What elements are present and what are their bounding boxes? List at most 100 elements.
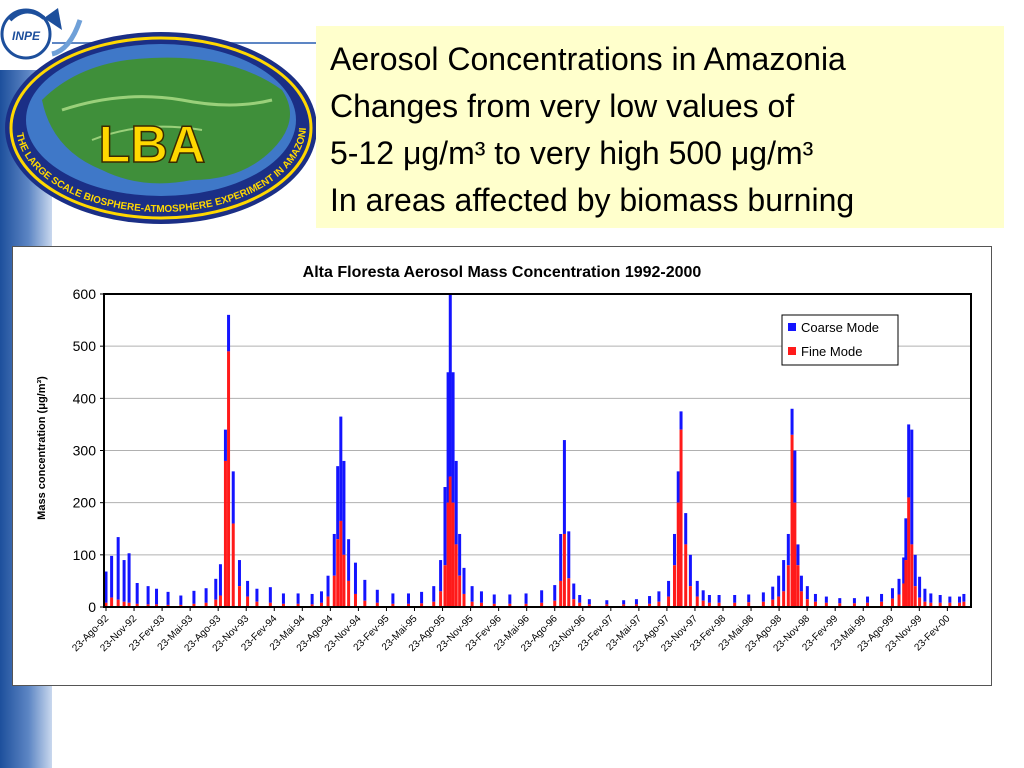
legend: Coarse Mode Fine Mode [781,314,899,366]
bar-fine [326,596,330,607]
y-ticks: 0 100 200 300 400 500 600 [73,286,104,615]
bar-coarse [179,595,183,605]
y-tick-label: 0 [88,599,96,615]
bar-fine [918,597,922,607]
bar-coarse [852,598,856,604]
bar-coarse [508,594,512,604]
bar-fine [793,502,797,607]
bar-coarse [326,575,330,597]
bar-fine [166,604,170,607]
bar-fine [688,586,692,607]
bar-coarse [567,531,571,579]
bar-coarse [866,596,870,603]
bar-fine [866,602,870,607]
bar-fine [717,602,721,607]
bar-coarse [166,591,170,605]
bar-coarse [890,588,894,599]
bar-fine [648,603,652,607]
bar-fine [923,601,927,607]
bar-fine [799,591,803,607]
bar-fine [948,602,952,607]
bar-fine [913,586,917,607]
bar-coarse [540,590,544,603]
bar-fine [347,580,351,607]
bar-coarse [786,533,790,566]
bar-coarse [135,583,139,604]
bar-coarse [192,590,196,604]
bar-fine [214,599,218,607]
bar-fine [432,601,436,607]
bar-coarse [127,553,131,603]
bar-coarse [231,471,235,524]
bar-coarse [524,593,528,604]
bar-coarse [255,588,259,602]
bar-coarse [479,591,483,603]
bar-coarse [448,294,452,477]
bar-coarse [796,544,800,566]
y-tick-label: 300 [73,443,97,459]
bar-fine [375,602,379,607]
bar-fine [824,602,828,607]
bar-fine [470,601,474,607]
bar-fine [454,544,458,607]
bar-fine [223,460,227,607]
bar-fine [880,601,884,607]
bar-fine [446,502,450,607]
bar-coarse [838,598,842,604]
bar-fine [339,520,343,607]
bar-coarse [793,450,797,503]
bar-coarse [701,590,705,601]
x-ticks: 23-Ago-9223-Nov-9223-Fev-9323-Mai-9323-A… [70,607,953,654]
inpe-logo-text: INPE [12,29,41,43]
bar-fine [391,603,395,607]
bar-fine [938,602,942,607]
bar-fine [420,603,424,607]
bar-coarse [578,595,582,603]
bar-fine [676,502,680,607]
bar-coarse [948,596,952,603]
legend-label-coarse: Coarse Mode [801,320,879,335]
bar-fine [116,599,120,607]
bar-fine [796,565,800,607]
chart-title: Alta Floresta Aerosol Mass Concentration… [303,264,702,281]
aerosol-chart: Alta Floresta Aerosol Mass Concentration… [36,264,972,654]
bar-fine [524,603,528,607]
bar-fine [904,560,908,607]
bar-coarse [218,564,222,596]
bar-coarse [214,578,218,600]
bar-coarse [958,596,962,603]
bar-fine [122,601,126,607]
bar-fine [707,602,711,607]
bar-coarse [451,372,455,503]
bar-fine [761,601,765,607]
bar-fine [929,602,933,607]
bar-coarse [684,513,688,545]
bar-coarse [155,588,159,605]
bar-fine [443,565,447,607]
bar-coarse [761,592,765,602]
bar-fine [657,601,661,607]
y-tick-label: 500 [73,338,97,354]
bar-fine [790,434,794,607]
bar-fine [508,603,512,607]
bar-coarse [634,599,638,605]
bar-coarse [332,533,336,576]
bar-fine [572,599,576,607]
bar-fine [237,586,241,607]
bar-coarse [962,593,966,602]
bar-fine [771,599,775,607]
bar-coarse [146,586,150,605]
bar-coarse [310,593,314,605]
bar-coarse [913,554,917,587]
bar-fine [310,604,314,607]
y-axis-label: Mass concentration (μg/m³) [36,376,48,520]
bar-coarse [246,580,250,597]
bar-fine [805,599,809,607]
bar-fine [451,502,455,607]
bar-fine [218,595,222,607]
bar-coarse [443,487,447,566]
headline-line-2: Changes from very low values of [330,88,795,124]
bar-coarse [353,562,357,594]
bar-fine [179,604,183,607]
bar-coarse [805,586,809,600]
